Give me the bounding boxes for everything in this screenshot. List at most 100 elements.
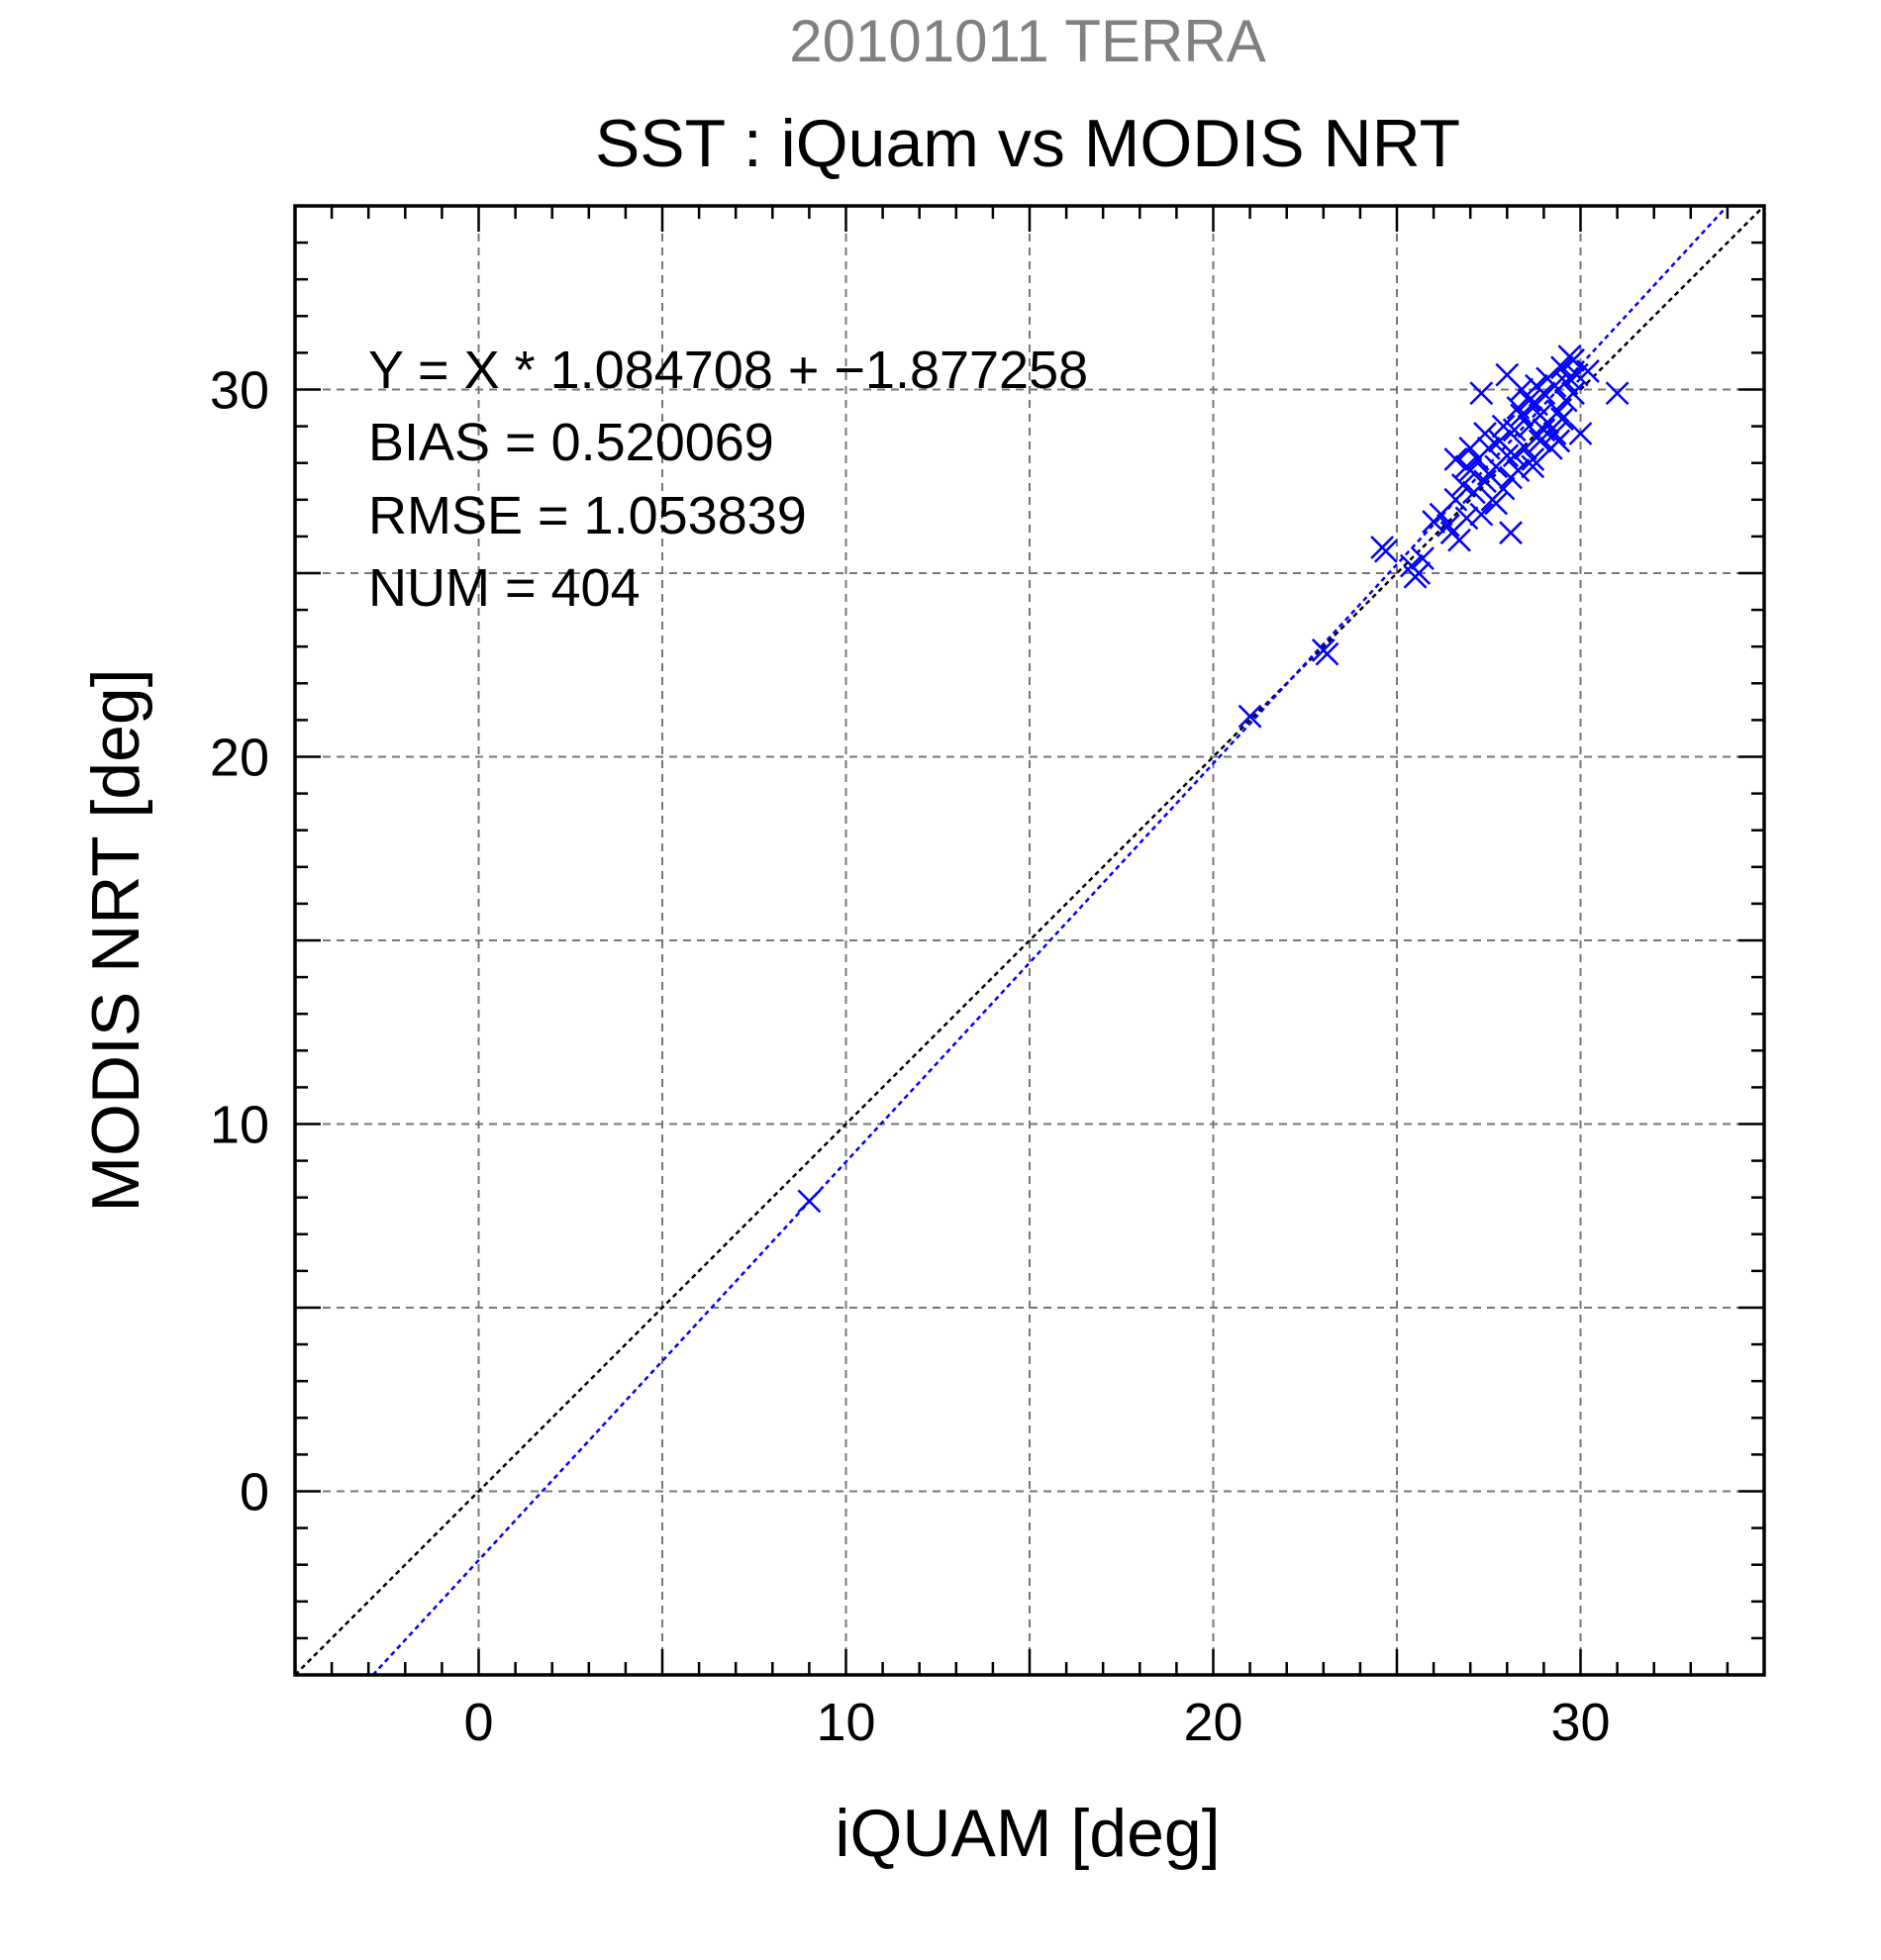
- data-point: [1557, 366, 1582, 391]
- grid-lines: [295, 206, 1764, 1675]
- data-point-stroke: [1238, 704, 1262, 729]
- data-point-stroke: [1450, 473, 1475, 497]
- bias-annotation: BIAS = 0.520069: [368, 413, 774, 472]
- y-tick-label: 0: [240, 1463, 269, 1522]
- data-point-stroke: [1561, 381, 1585, 406]
- data-point: [1407, 561, 1432, 585]
- data-point-stroke: [1436, 513, 1460, 538]
- data-point: [1447, 528, 1471, 552]
- data-point-stroke: [1510, 377, 1534, 402]
- data-point-stroke: [1407, 561, 1432, 585]
- data-point: [1443, 447, 1468, 471]
- y-tick-label: 10: [210, 1096, 269, 1155]
- data-point-stroke: [1605, 381, 1630, 406]
- data-point: [1576, 359, 1600, 383]
- data-point: [797, 1189, 822, 1214]
- data-point-stroke: [1495, 362, 1520, 387]
- data-point: [1513, 436, 1537, 460]
- data-point-stroke: [1491, 476, 1516, 501]
- data-point: [1469, 381, 1494, 406]
- tick-labels: 0 10 20 30 0 10 20 30: [210, 361, 1611, 1753]
- data-point-stroke: [1542, 422, 1567, 445]
- x-tick-label: 30: [1550, 1693, 1610, 1752]
- x-tick-label: 20: [1183, 1693, 1242, 1752]
- data-point-stroke: [1561, 347, 1585, 372]
- data-point: [1550, 355, 1574, 380]
- data-point: [1561, 381, 1585, 406]
- data-point-stroke: [1521, 447, 1545, 471]
- plot-frame: [293, 204, 1766, 1677]
- data-point: [1506, 396, 1531, 420]
- data-point: [1546, 429, 1571, 453]
- data-point-stroke: [797, 1189, 822, 1214]
- regression-equation: Y = X * 1.084708 + −1.877258: [368, 341, 1088, 400]
- data-point: [1484, 491, 1509, 516]
- data-point: [1491, 414, 1516, 439]
- data-point: [1473, 422, 1497, 445]
- data-point: [1517, 388, 1541, 413]
- data-point-stroke: [1576, 359, 1600, 383]
- data-point-stroke: [1550, 355, 1574, 380]
- data-point-stroke: [1443, 487, 1468, 512]
- data-point-stroke: [1454, 454, 1479, 479]
- data-point-stroke: [1546, 399, 1571, 424]
- num-annotation: NUM = 404: [368, 558, 641, 618]
- data-point-stroke: [1447, 528, 1471, 552]
- data-point-stroke: [1315, 641, 1339, 666]
- data-point-stroke: [1525, 373, 1548, 398]
- data-point-stroke: [1557, 366, 1582, 391]
- data-point: [1411, 546, 1435, 571]
- data-point-stroke: [1469, 381, 1494, 406]
- data-point-stroke: [1532, 418, 1556, 442]
- data-point: [1315, 641, 1339, 666]
- data-point-stroke: [1411, 546, 1435, 571]
- y-tick-label: 20: [210, 729, 269, 788]
- y-tick-label: 30: [210, 361, 269, 421]
- data-point: [1469, 502, 1494, 527]
- data-point-stroke: [1525, 392, 1548, 417]
- data-point: [1502, 443, 1527, 468]
- data-point: [1528, 403, 1552, 428]
- x-tick-label: 0: [463, 1693, 493, 1752]
- data-point: [1499, 521, 1523, 545]
- data-point: [1510, 377, 1534, 402]
- data-point-stroke: [1535, 366, 1559, 391]
- data-point: [1476, 436, 1501, 460]
- data-point: [1473, 469, 1497, 494]
- data-point-stroke: [1473, 422, 1497, 445]
- data-point-stroke: [1487, 429, 1512, 453]
- data-point: [1499, 465, 1523, 490]
- data-point: [1436, 513, 1460, 538]
- data-point-stroke: [1495, 443, 1520, 468]
- data-point: [1443, 487, 1468, 512]
- data-point: [1521, 447, 1545, 471]
- data-point-stroke: [1517, 388, 1541, 413]
- data-point: [1450, 473, 1475, 497]
- data-point: [1373, 539, 1398, 563]
- data-point: [1454, 454, 1479, 479]
- data-point-stroke: [1502, 418, 1527, 442]
- data-point: [1546, 399, 1571, 424]
- data-point-stroke: [1443, 447, 1468, 471]
- data-point: [1495, 443, 1520, 468]
- y-axis-label: MODIS NRT [deg]: [78, 668, 153, 1212]
- data-point: [1605, 381, 1630, 406]
- data-point: [1550, 407, 1574, 432]
- data-point: [1561, 347, 1585, 372]
- data-point-stroke: [1499, 521, 1523, 545]
- data-point: [1521, 454, 1545, 479]
- data-point: [1510, 403, 1534, 428]
- data-point-stroke: [1484, 491, 1509, 516]
- data-point-stroke: [1528, 403, 1552, 428]
- data-point-stroke: [1568, 422, 1593, 445]
- data-point-stroke: [1476, 436, 1501, 460]
- data-point: [1532, 418, 1556, 442]
- data-point: [1568, 422, 1593, 445]
- data-points: [797, 344, 1630, 1214]
- data-point-stroke: [1506, 396, 1531, 420]
- data-point-stroke: [1473, 469, 1497, 494]
- data-point-stroke: [1502, 443, 1527, 468]
- data-point-stroke: [1510, 403, 1534, 428]
- data-point: [1454, 506, 1479, 531]
- data-point-stroke: [1550, 407, 1574, 432]
